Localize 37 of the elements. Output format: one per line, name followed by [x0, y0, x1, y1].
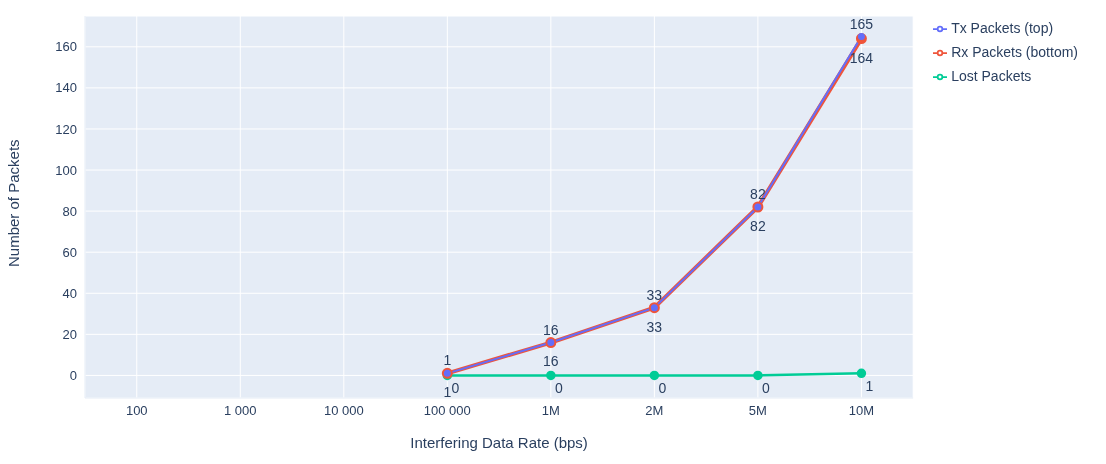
y-tick-label: 60	[62, 244, 77, 260]
legend-label: Rx Packets (bottom)	[951, 44, 1078, 60]
x-tick-label: 10M	[848, 403, 875, 419]
data-label: 165	[849, 15, 874, 32]
data-label: 1	[443, 352, 452, 369]
legend-label: Tx Packets (top)	[951, 20, 1054, 36]
x-tick-label: 1M	[541, 403, 560, 419]
data-label: 82	[750, 186, 766, 202]
data-label: 1	[443, 384, 452, 401]
data-label: 164	[849, 49, 874, 66]
data-label: 0	[761, 380, 770, 397]
x-tick-label: 100 000	[423, 403, 471, 419]
legend-label: Lost Packets	[951, 68, 1032, 84]
data-label: 82	[750, 217, 766, 234]
x-tick-label: 2M	[645, 403, 664, 419]
data-label: 16	[543, 353, 559, 370]
x-tick-label: 1 000	[224, 403, 257, 419]
y-tick-label: 160	[55, 39, 77, 55]
data-label: 33	[646, 318, 663, 335]
y-tick-label: 0	[69, 368, 77, 384]
x-axis-title: Interfering Data Rate (bps)	[410, 434, 588, 451]
data-label: 1	[865, 378, 874, 395]
y-axis-title: Number of Packets	[5, 139, 23, 267]
x-tick-label: 10 000	[323, 403, 364, 419]
y-tick-label: 80	[62, 203, 77, 219]
data-label: 0	[554, 380, 563, 397]
x-tick-label: 5M	[748, 403, 767, 419]
data-label: 33	[646, 286, 663, 303]
data-label: 16	[543, 321, 559, 338]
y-tick-label: 120	[55, 121, 77, 137]
y-tick-label: 100	[55, 162, 77, 178]
y-tick-label: 20	[62, 326, 77, 342]
x-tick-label: 100	[125, 403, 148, 419]
y-tick-label: 140	[55, 80, 77, 96]
data-label: 0	[658, 380, 667, 397]
y-tick-label: 40	[62, 285, 77, 301]
data-label: 0	[451, 380, 460, 397]
